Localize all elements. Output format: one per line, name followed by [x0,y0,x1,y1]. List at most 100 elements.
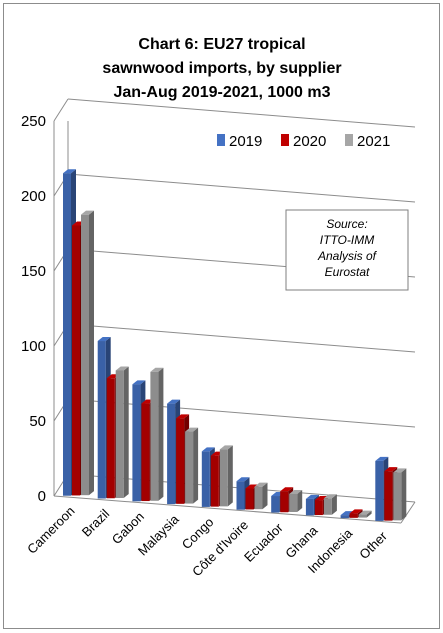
bar-side [193,427,199,504]
bar-side [262,482,268,510]
x-tick-label: Other [356,528,390,562]
bar-top [245,484,259,489]
bar-top [280,487,294,492]
bar-top [219,445,233,450]
bar-2020-Brazil [106,378,115,499]
bar-2020-Gabon [141,403,150,502]
bar-2021-Malaysia [185,431,194,504]
chart-frame: Chart 6: EU27 tropical sawnwood imports,… [3,3,440,629]
bar-top [132,380,146,385]
bar-top [185,427,199,432]
source-box [285,209,409,291]
bar-2019-Côte d'Ivoire [236,481,245,510]
bar-top [340,511,354,516]
bar-2019-Ghana [305,498,314,516]
bar-2021-Congo [219,449,228,507]
source-annotation: Source: ITTO-IMM Analysis of Eurostat [285,209,409,291]
bar-2019-Brazil [97,341,106,499]
y-tick-label: 100 [21,338,46,355]
chart-canvas: Chart 6: EU27 tropical sawnwood imports,… [21,36,416,579]
legend-swatch-2020 [281,134,289,146]
bar-2019-Other [375,460,384,521]
y-tick-label: 150 [21,263,46,280]
floor-edge [400,501,416,524]
y-tick-label: 250 [21,113,46,130]
bar-2021-Cameroon [81,214,89,496]
bar-top [176,414,190,419]
bar-2021-Brazil [115,370,124,498]
gridline-side [53,98,69,122]
bar-2020-Malaysia [176,418,185,504]
bar-top [289,489,303,494]
y-tick-label: 0 [38,488,46,505]
bar-top [167,399,181,404]
bar-side [297,489,303,512]
bar-2021-Ecuador [289,493,298,512]
bar-top [63,169,76,174]
bar-side [158,367,164,501]
bar-2020-Côte d'Ivoire [245,488,254,510]
gridline [67,98,416,128]
bar-2020-Ghana [314,500,323,516]
x-tick-label: Cameroon [24,503,78,557]
source-line-2: ITTO-IMM [320,233,374,247]
bar-2019-Congo [201,451,210,507]
bar-top [349,509,363,514]
bar-2021-Ghana [323,498,332,515]
chart-title: Chart 6: EU27 tropical sawnwood imports,… [102,36,341,101]
bar-2021-Indonesia [358,514,367,518]
bar-top [236,477,250,482]
bar-2020-Indonesia [349,513,358,518]
bar-2019-Gabon [132,384,141,502]
gridline [67,173,416,203]
bar-top [201,447,215,452]
bar-2019-Cameroon [63,173,71,496]
bar-top [115,366,129,371]
y-tick-label: 50 [29,413,46,430]
legend-label: 2019 [229,133,262,150]
y-tick-label: 200 [21,188,46,205]
title-line-1: Chart 6: EU27 tropical [138,36,305,53]
bar-2021-Côte d'Ivoire [254,486,263,510]
legend: 2019 2020 2021 [217,133,390,150]
legend-swatch-2021 [345,134,353,146]
bar-top [314,496,328,501]
x-axis-line [53,495,402,524]
source-line-1: Source: [326,217,367,231]
bar-2021-Other [393,472,402,521]
bar-2020-Ecuador [280,491,289,513]
bar-2020-Congo [210,455,219,507]
bar-side [89,210,94,496]
bar-top [305,494,319,499]
bar-top [254,482,268,487]
bar-top [81,210,94,215]
legend-swatch-2019 [217,134,225,146]
bar-2020-Cameroon [72,225,80,496]
bar-2020-Other [384,471,393,521]
bar-top [358,510,372,515]
bar-side [401,468,407,521]
legend-label: 2021 [357,133,390,150]
bar-top [97,337,111,342]
bar-top [150,367,164,372]
gridline [67,323,416,353]
title-line-3: Jan-Aug 2019-2021, 1000 m3 [113,84,330,101]
bar-side [227,445,233,507]
bar-side [366,510,372,518]
source-line-4: Eurostat [325,265,370,279]
legend-label: 2020 [293,133,326,150]
bar-2019-Indonesia [340,515,349,519]
x-tick-label: Brazil [79,506,113,540]
bar-top [384,467,398,472]
bar-side [123,366,129,498]
title-line-2: sawnwood imports, by supplier [102,60,341,77]
bar-top [323,494,337,499]
bar-side [331,494,337,515]
bar-2021-Gabon [150,371,159,501]
bar-2019-Malaysia [167,403,176,505]
source-line-3: Analysis of [317,249,378,263]
bar-2019-Ecuador [271,496,280,513]
bar-top [375,456,389,461]
bar-top [393,468,407,473]
